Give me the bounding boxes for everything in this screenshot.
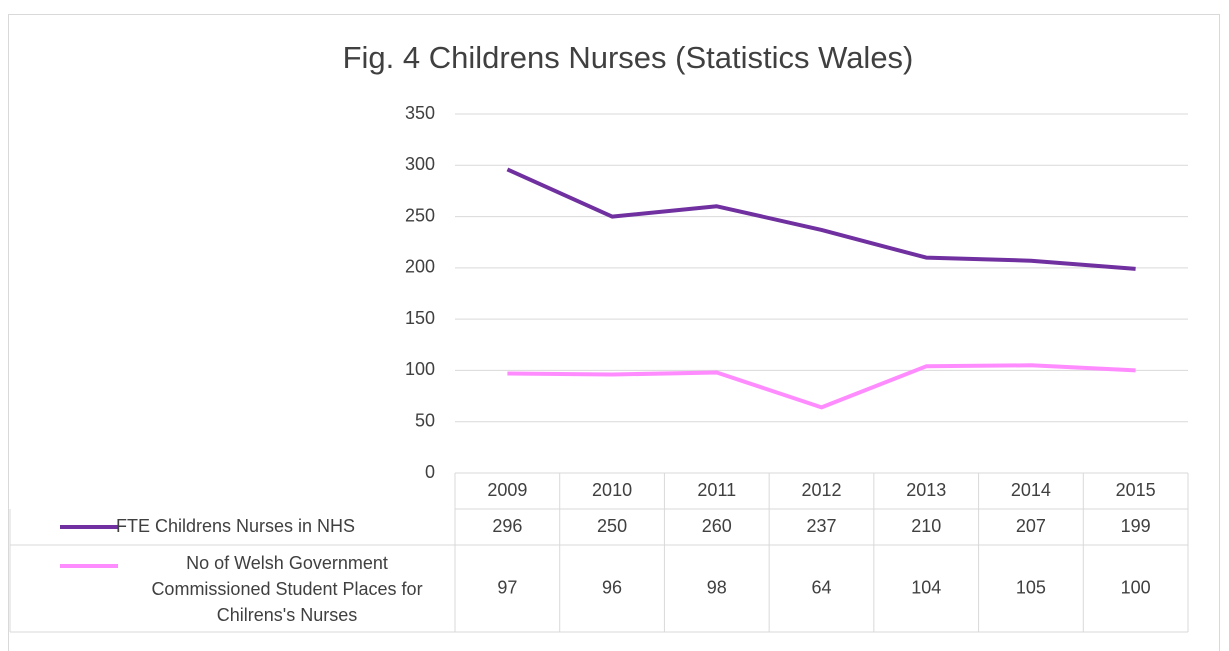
y-tick-label: 200 bbox=[405, 257, 435, 277]
series-line bbox=[506, 167, 1136, 271]
table-value: 64 bbox=[811, 577, 831, 597]
series-line bbox=[507, 363, 1136, 410]
x-tick-label: 2013 bbox=[906, 480, 946, 500]
chart-title: Fig. 4 Childrens Nurses (Statistics Wale… bbox=[343, 40, 914, 75]
x-tick-label: 2014 bbox=[1011, 480, 1051, 500]
x-tick-label: 2015 bbox=[1116, 480, 1156, 500]
y-tick-label: 50 bbox=[415, 410, 435, 430]
legend-label: FTE Childrens Nurses in NHS bbox=[116, 516, 355, 536]
y-tick-label: 150 bbox=[405, 308, 435, 328]
x-tick-label: 2011 bbox=[697, 480, 736, 500]
x-tick-label: 2009 bbox=[487, 480, 527, 500]
table-value: 105 bbox=[1016, 577, 1046, 597]
y-tick-label: 250 bbox=[405, 205, 435, 225]
table-value: 260 bbox=[702, 516, 732, 536]
x-tick-label: 2012 bbox=[801, 480, 841, 500]
legend-label-box: No of Welsh Government Commissioned Stud… bbox=[151, 552, 423, 625]
y-tick-label: 350 bbox=[405, 103, 435, 123]
table-value: 97 bbox=[497, 577, 517, 597]
table-value: 237 bbox=[806, 516, 836, 536]
table-value: 207 bbox=[1016, 516, 1046, 536]
y-tick-label: 300 bbox=[405, 154, 435, 174]
table-value: 210 bbox=[911, 516, 941, 536]
x-tick-label: 2010 bbox=[592, 480, 632, 500]
table-value: 98 bbox=[707, 577, 727, 597]
table-value: 96 bbox=[602, 577, 622, 597]
y-tick-label: 0 bbox=[425, 462, 435, 482]
table-value: 199 bbox=[1121, 516, 1151, 536]
y-tick-label: 100 bbox=[405, 359, 435, 379]
table-value: 100 bbox=[1121, 577, 1151, 597]
table-value: 104 bbox=[911, 577, 941, 597]
table-value: 296 bbox=[492, 516, 522, 536]
legend-label: No of Welsh Government Commissioned Stud… bbox=[151, 552, 423, 625]
table-value: 250 bbox=[597, 516, 627, 536]
